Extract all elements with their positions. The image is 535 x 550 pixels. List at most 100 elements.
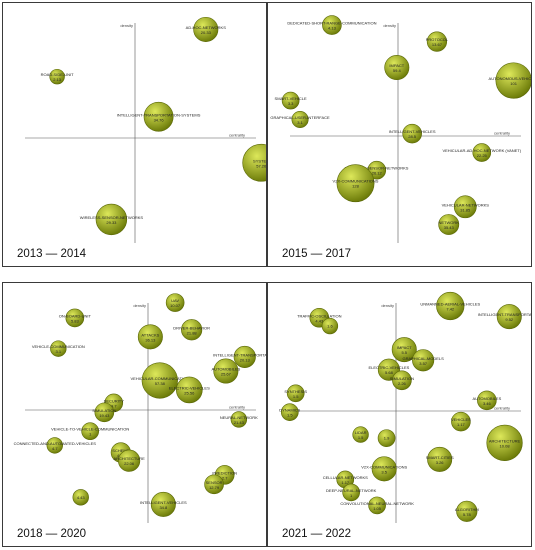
theme-bubble[interactable]: INTELLIGENT-TRANSPORTATION9.52	[478, 304, 532, 330]
theme-bubble-circle	[242, 143, 266, 182]
theme-label: CONVOLUTIONAL-NEURAL-NETWORK	[340, 501, 414, 506]
theme-bubble-circle	[377, 429, 396, 447]
theme-label: AUTOMOBILES	[472, 396, 501, 401]
theme-bubble-circle	[426, 31, 448, 52]
theme-label: VEHICLE-TO-VEHICLE-COMMUNICATION	[51, 427, 129, 432]
theme-bubble-circle	[81, 422, 100, 441]
theme-label: LIDAR	[355, 430, 367, 435]
theme-bubble-circle	[50, 340, 67, 357]
theme-value: 3.57	[419, 361, 428, 366]
theme-bubble-circle	[165, 293, 185, 312]
theme-bubble[interactable]: 1.9	[377, 429, 396, 447]
theme-value: 21.43	[234, 420, 245, 425]
theme-value: 57.26	[256, 163, 267, 168]
theme-bubble[interactable]: 1.6	[321, 317, 339, 335]
panel-2015-2017: centrality density DEDICATED-SHORT-RANGE-C…	[267, 2, 532, 267]
theme-bubble-circle	[176, 376, 203, 404]
theme-bubble-circle	[368, 496, 386, 515]
y-axis-label: density	[133, 303, 146, 308]
theme-value: 19.43	[99, 413, 110, 418]
x-axis-label: centrality	[494, 406, 510, 411]
theme-bubble[interactable]: VEHICULAR-AD-HOC-NETWORK (VANET)22.25	[442, 143, 522, 162]
theme-bubble-circle	[496, 304, 522, 330]
theme-label: WIRELESS-SENSOR-NETWORKS	[80, 215, 144, 220]
theme-bubble-circle	[137, 324, 163, 350]
period-label: 2013 — 2014	[17, 248, 87, 260]
theme-value: 1.17	[457, 422, 466, 427]
panel-2021-2022: centrality density UNMANNED-AERIAL-VEHICLE…	[267, 282, 532, 547]
theme-label: GRAPHICAL-USER-INTERFACE	[270, 115, 330, 120]
theme-bubble-circle	[193, 16, 219, 42]
theme-bubble[interactable]: AUTONOMOUS-VEHICLES101	[489, 62, 532, 99]
theme-label: NETWORK	[439, 220, 460, 225]
theme-label: SMART-CITIES	[426, 455, 454, 460]
theme-label: V2X-COMMUNICATIONS	[333, 179, 379, 184]
theme-bubble[interactable]: 4.43	[72, 489, 89, 506]
theme-label: TRAFFIC-OSCILLATION	[297, 313, 341, 318]
theme-value: 12.79	[209, 485, 220, 490]
theme-value: 1.05	[373, 506, 382, 511]
theme-bubble-circle	[204, 474, 224, 495]
theme-value: 36.13	[145, 337, 156, 342]
theme-bubble-circle	[281, 91, 300, 110]
theme-value: 35.43	[444, 225, 455, 230]
y-axis-label: density	[381, 303, 394, 308]
theme-value: 34.76	[154, 117, 165, 122]
theme-label: SIMULATION	[92, 408, 116, 413]
theme-value: 1.9	[384, 436, 390, 441]
theme-bubble[interactable]: INTELLIGENT-TRANSPORTATION20.13	[213, 345, 267, 368]
theme-value: 9.52	[505, 317, 514, 322]
theme-value: 2.26	[398, 381, 407, 386]
theme-value: 3.1	[297, 120, 303, 125]
theme-value: 10.08	[500, 443, 511, 448]
theme-value: 34.8	[159, 505, 168, 510]
theme-value: 59.4	[393, 68, 402, 73]
